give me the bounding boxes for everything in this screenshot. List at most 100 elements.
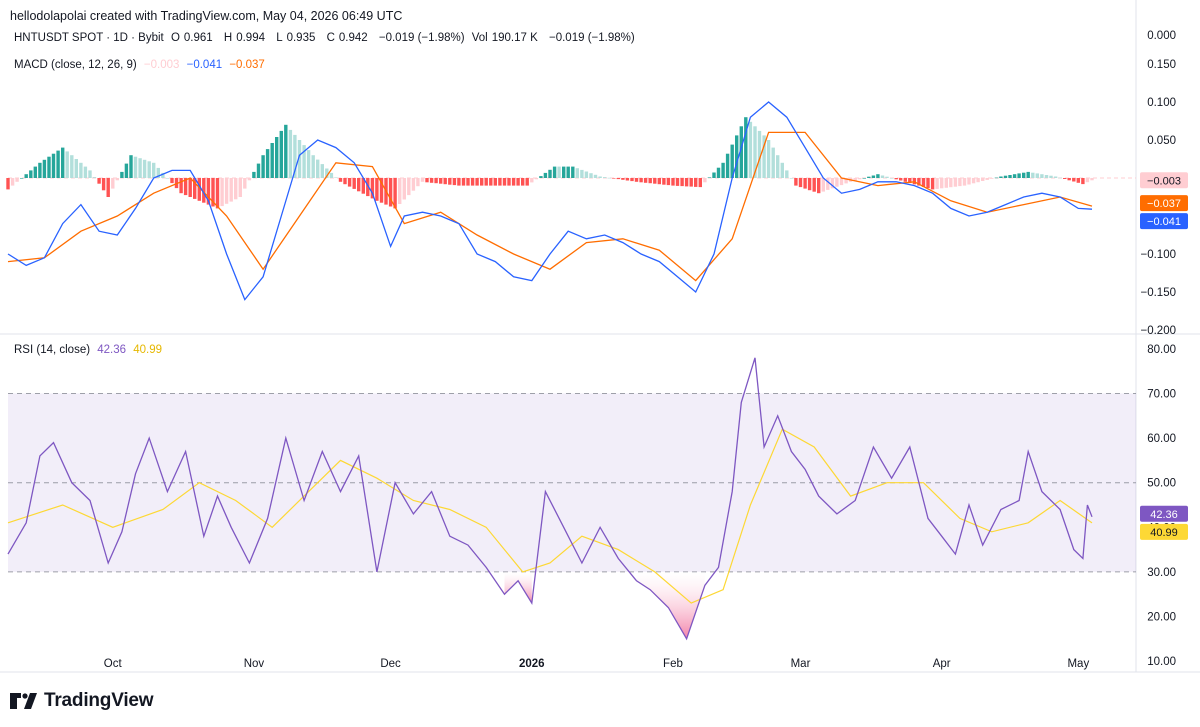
macd-histogram-bar (142, 159, 147, 178)
macd-histogram-bar (653, 178, 657, 184)
macd-histogram-bar (461, 178, 466, 186)
macd-histogram-bar (953, 178, 958, 187)
macd-histogram-bar (584, 171, 589, 178)
macd-histogram-bar (38, 162, 42, 178)
macd-legend-macd: −0.041 (186, 59, 223, 71)
macd-histogram-bar (106, 178, 110, 197)
macd-histogram-bar (552, 166, 557, 178)
macd-histogram-bar (876, 174, 880, 178)
macd-histogram-bar (429, 178, 434, 183)
ohlc-open: O 0.961 (170, 32, 213, 44)
macd-histogram-bar (101, 178, 106, 191)
macd-histogram-bar (694, 178, 698, 187)
rsi-value-badge-bg (1140, 505, 1188, 522)
macd-histogram-bar (899, 178, 903, 181)
rsi-legend-ma: 40.99 (133, 344, 163, 356)
macd-histogram-bar (448, 178, 452, 185)
macd-histogram-bar (498, 178, 502, 186)
macd-histogram-bar (1072, 178, 1076, 182)
macd-histogram-bar (525, 178, 529, 186)
rsi-legend[interactable]: RSI (14, close) 42.36 40.99 (14, 344, 166, 356)
macd-histogram-bar (42, 159, 47, 178)
macd-histogram-bar (1017, 173, 1021, 178)
macd-histogram-bar (671, 178, 675, 186)
macd-histogram-bar (858, 178, 862, 180)
macd-pane: 0.1500.1000.0500.000−0.100−0.150−0.200−0… (6, 59, 1188, 337)
macd-histogram-bar (785, 170, 789, 178)
rsi-oversold-fill (636, 571, 705, 639)
macd-histogram-bar (930, 178, 935, 190)
macd-histogram-bar (51, 153, 56, 178)
macd-histogram-bar (466, 178, 470, 186)
macd-histogram-bar (361, 178, 365, 194)
macd-signal-badge-bg (1140, 195, 1188, 212)
rsi-ma-badge-text: 40.99 (1150, 527, 1178, 539)
macd-histogram-bar (935, 178, 939, 189)
macd-histogram-bar (88, 170, 92, 178)
ohlc-change: −0.019 (−1.98%) (378, 32, 465, 44)
time-axis-tick: Dec (380, 658, 401, 670)
ohlc-high: H 0.994 (223, 32, 265, 44)
macd-histogram-bar (853, 178, 857, 181)
macd-histogram-bar (807, 178, 812, 191)
symbol-name[interactable]: HNTUSDT SPOT · 1D · Bybit (14, 32, 164, 44)
macd-histogram-bar (744, 117, 748, 178)
macd-histogram-bar (293, 134, 297, 178)
macd-histogram-bar (1049, 175, 1053, 178)
macd-histogram-bar (926, 178, 930, 189)
macd-histogram-bar (502, 178, 507, 186)
macd-histogram-bar (24, 174, 28, 178)
macd-histogram-bar (165, 178, 170, 179)
macd-histogram-bar (120, 171, 124, 178)
macd-histogram-bar (334, 177, 338, 178)
tradingview-logo[interactable]: TradingView (10, 690, 154, 712)
macd-histogram-bar (74, 159, 78, 178)
macd-histogram-bar (347, 178, 352, 187)
macd-histogram-bar (375, 178, 379, 201)
macd-histogram-bar (183, 178, 188, 196)
macd-histogram-bar (306, 150, 311, 178)
macd-signal-line (7, 131, 1093, 282)
macd-histogram-bar (480, 178, 484, 186)
macd-histogram-bar (1063, 178, 1067, 179)
macd-histogram-bar (284, 124, 288, 178)
macd-histogram-bar (425, 178, 429, 183)
macd-histogram-bar (338, 178, 343, 182)
macd-histogram-bar (589, 173, 593, 178)
macd-histogram-bar (826, 178, 830, 190)
time-axis-tick: May (1067, 658, 1089, 670)
time-axis-tick: Feb (663, 658, 683, 670)
rsi-y-tick: 10.00 (1147, 656, 1176, 668)
macd-histogram-bar (507, 178, 511, 186)
macd-histogram-bar (275, 137, 279, 178)
macd-histogram-bar (247, 178, 252, 181)
macd-histogram-bar (411, 178, 416, 191)
macd-histogram-bar (762, 135, 766, 178)
ohlc-low: L 0.935 (276, 32, 316, 44)
macd-histogram-bar (475, 178, 479, 186)
macd-histogram-bar (725, 153, 730, 178)
macd-histogram-bar (1058, 177, 1062, 179)
macd-histogram-bar (129, 155, 133, 178)
macd-legend[interactable]: MACD (close, 12, 26, 9) −0.003 −0.041 −0… (14, 59, 269, 71)
macd-histogram-bar (967, 178, 971, 185)
macd-histogram-bar (990, 178, 994, 179)
macd-histogram-bar (147, 161, 151, 178)
macd-histogram-bar (152, 162, 156, 178)
macd-histogram-bar (603, 177, 607, 178)
macd-line (7, 101, 1093, 301)
macd-histogram-bar (949, 178, 953, 188)
macd-histogram-bar (985, 178, 989, 180)
rsi-line (7, 357, 1093, 641)
macd-histogram-bar (976, 178, 980, 183)
macd-histogram-bar (357, 178, 361, 192)
macd-histogram-bar (156, 167, 160, 178)
macd-histogram-bar (1090, 178, 1094, 181)
macd-histogram-bar (343, 178, 347, 185)
macd-histogram-bar (302, 145, 306, 178)
macd-histogram-bar (917, 178, 921, 186)
rsi-y-tick: 80.00 (1147, 344, 1176, 356)
macd-histogram-bar (958, 178, 962, 187)
time-axis: Oct Nov Dec 2026 Feb Mar Apr May (104, 658, 1090, 670)
